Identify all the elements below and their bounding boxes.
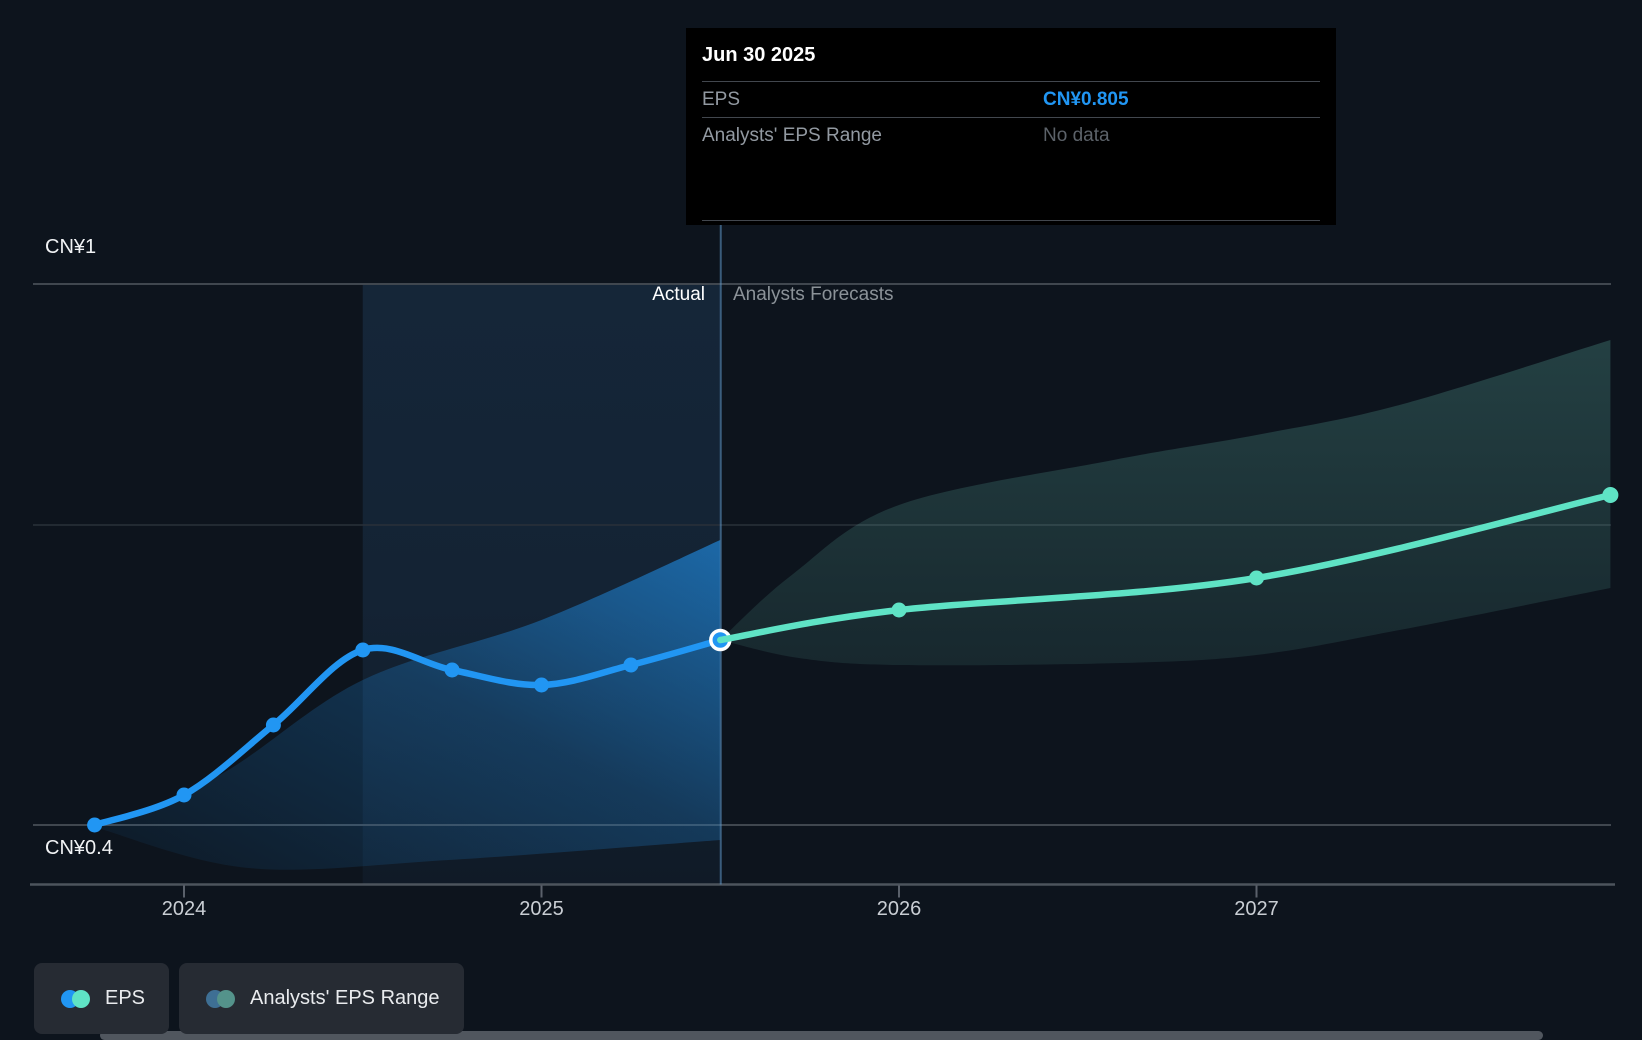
actual-label: Actual — [652, 284, 705, 305]
tooltip-eps-label: EPS — [702, 88, 741, 110]
y-axis-label-bottom: CN¥0.4 — [45, 837, 113, 859]
actual-data-point[interactable] — [265, 717, 281, 733]
tooltip-range-label: Analysts' EPS Range — [702, 124, 882, 146]
legend-item-analysts-eps-range[interactable]: Analysts' EPS Range — [179, 963, 464, 1034]
actual-data-point[interactable] — [623, 657, 639, 673]
legend-eps-label: EPS — [105, 987, 146, 1009]
analysts-forecasts-label: Analysts Forecasts — [733, 284, 894, 305]
legend-range-label: Analysts' EPS Range — [250, 987, 440, 1009]
actual-data-point[interactable] — [355, 642, 371, 658]
forecast-eps-line[interactable] — [717, 491, 1614, 644]
analysts-eps-range-band — [720, 340, 1611, 666]
actual-area-band — [94, 540, 721, 870]
forecast-data-point[interactable] — [891, 602, 907, 618]
x-axis-label-2025: 2025 — [519, 898, 564, 920]
tooltip-row-range: Analysts' EPS Range No data — [702, 118, 1320, 153]
tooltip: Jun 30 2025 EPS CN¥0.805 Analysts' EPS R… — [686, 28, 1336, 225]
timeline-scrubber[interactable] — [100, 1031, 1543, 1040]
tooltip-date: Jun 30 2025 — [702, 42, 1320, 82]
x-axis-label-2026: 2026 — [876, 898, 922, 920]
legend: EPS Analysts' EPS Range — [34, 963, 464, 1034]
tooltip-row-eps: EPS CN¥0.805 — [702, 82, 1320, 118]
actual-data-point[interactable] — [87, 817, 103, 833]
tooltip-eps-value: CN¥0.805 — [1043, 88, 1129, 110]
tooltip-range-value: No data — [1043, 124, 1110, 146]
tooltip-bottom-rule — [702, 220, 1320, 221]
legend-item-eps[interactable]: EPS — [34, 963, 170, 1034]
x-axis-label-2027: 2027 — [1234, 898, 1279, 920]
actual-eps-line[interactable] — [91, 636, 724, 829]
eps-series-dot-icon — [61, 989, 90, 1008]
forecast-data-point[interactable] — [1602, 487, 1619, 503]
analysts-range-dot-icon — [206, 989, 236, 1008]
y-axis-label-top: CN¥1 — [45, 236, 97, 258]
forecast-data-point[interactable] — [1249, 570, 1264, 586]
actual-data-point[interactable] — [176, 787, 192, 803]
actual-data-point[interactable] — [534, 677, 549, 693]
x-axis-label-2024: 2024 — [161, 898, 207, 920]
actual-data-point[interactable] — [444, 662, 460, 678]
